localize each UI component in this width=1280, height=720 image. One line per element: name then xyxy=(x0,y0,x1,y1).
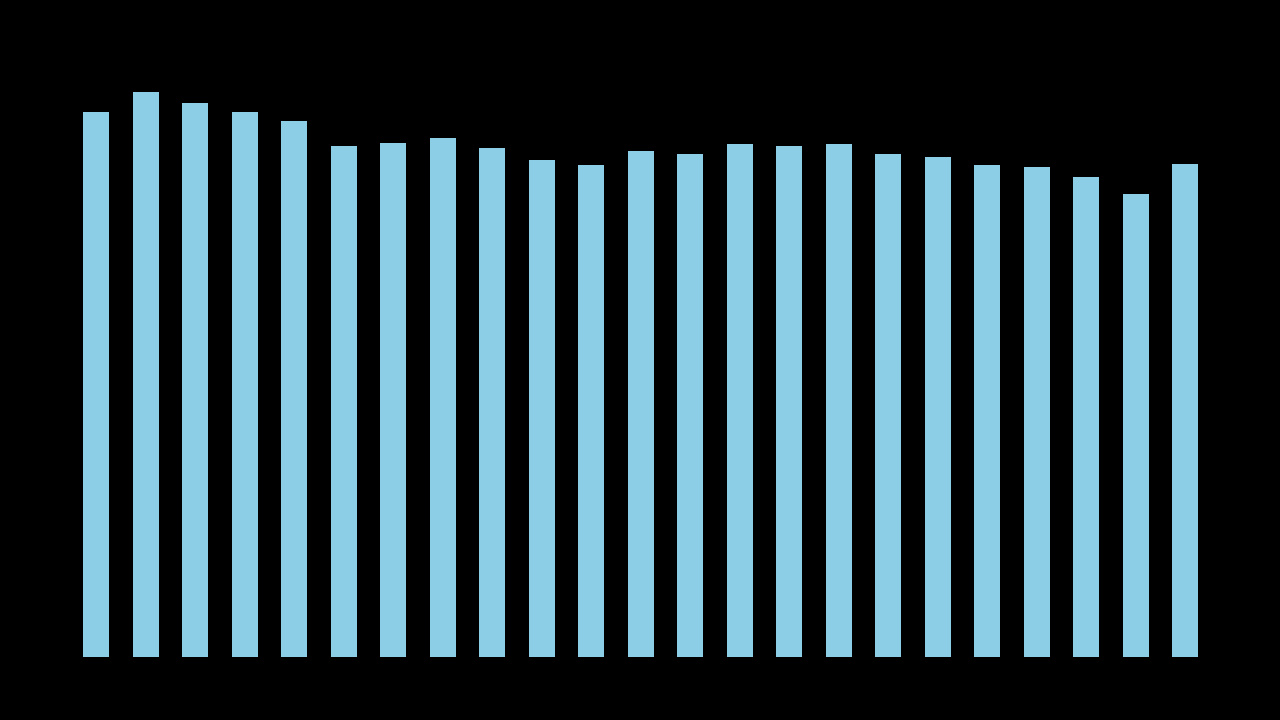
bar xyxy=(232,112,258,657)
bar xyxy=(875,154,901,657)
bar xyxy=(380,143,406,657)
bar xyxy=(529,160,555,657)
bar xyxy=(1024,167,1050,657)
bar xyxy=(1123,194,1149,657)
bar xyxy=(578,165,604,657)
bar xyxy=(281,121,307,657)
bar xyxy=(974,165,1000,657)
bar xyxy=(1073,177,1099,657)
bar xyxy=(83,112,109,657)
bar xyxy=(479,148,505,657)
bar-chart xyxy=(0,0,1280,720)
bar xyxy=(430,138,456,657)
bar xyxy=(826,144,852,657)
bar xyxy=(133,92,159,657)
bar xyxy=(1172,164,1198,657)
bar xyxy=(925,157,951,657)
bar xyxy=(182,103,208,657)
bar xyxy=(727,144,753,657)
bar xyxy=(331,146,357,657)
bar xyxy=(628,151,654,657)
bar xyxy=(677,154,703,657)
bar xyxy=(776,146,802,657)
